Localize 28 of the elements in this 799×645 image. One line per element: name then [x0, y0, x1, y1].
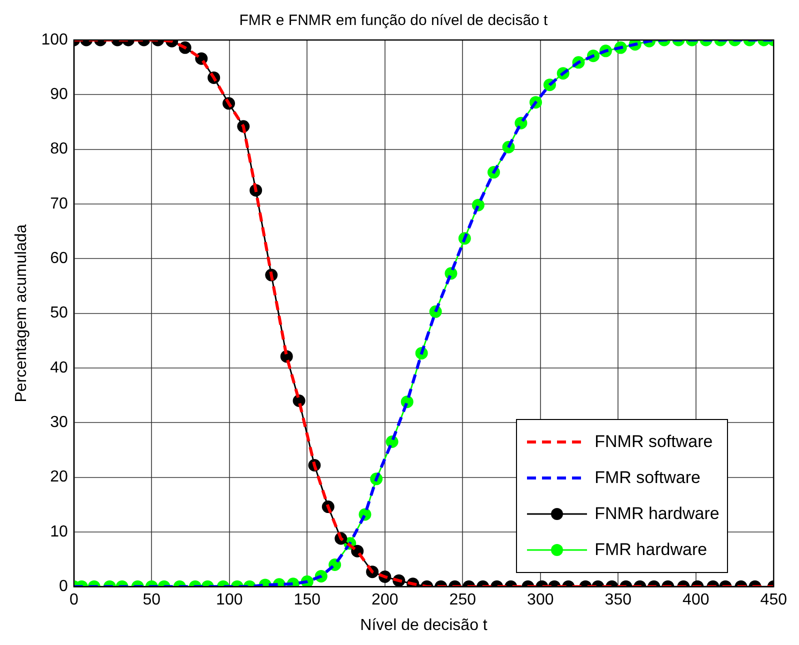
- legend-label: FMR software: [594, 468, 700, 488]
- y-tick-label: 10: [50, 523, 68, 540]
- x-tick-label: 300: [527, 592, 554, 609]
- x-tick-label: 350: [604, 592, 632, 609]
- y-tick-label: 70: [50, 195, 68, 212]
- legend-label: FNMR software: [594, 432, 713, 452]
- x-tick-label: 250: [449, 592, 476, 609]
- x-tick-label: 50: [142, 592, 161, 609]
- legend-label: FNMR hardware: [594, 504, 720, 524]
- y-tick-label: 50: [50, 304, 68, 322]
- x-tick-label: 450: [760, 592, 788, 609]
- y-tick-label: 20: [50, 468, 68, 486]
- y-tick-label: 100: [41, 31, 68, 48]
- y-tick-label: 60: [50, 250, 68, 268]
- x-tick-label: 400: [682, 592, 710, 609]
- x-tick-label: 200: [372, 592, 398, 609]
- legend-label: FMR hardware: [594, 540, 708, 560]
- chart-title: FMR e FNMR em função do nível de decisão t: [239, 12, 549, 30]
- y-tick-label: 90: [50, 86, 68, 104]
- y-axis-title: Percentagem acumulada: [13, 224, 30, 402]
- x-tick-label: 100: [216, 592, 243, 609]
- x-axis-title: Nível de decisão t: [360, 616, 488, 634]
- y-tick-label: 80: [50, 140, 68, 158]
- y-tick-label: 30: [50, 414, 68, 432]
- line-series: [74, 40, 774, 587]
- x-tick-label: 150: [294, 592, 321, 609]
- y-tick-label: 40: [50, 359, 68, 376]
- y-tick-label: 0: [58, 578, 68, 596]
